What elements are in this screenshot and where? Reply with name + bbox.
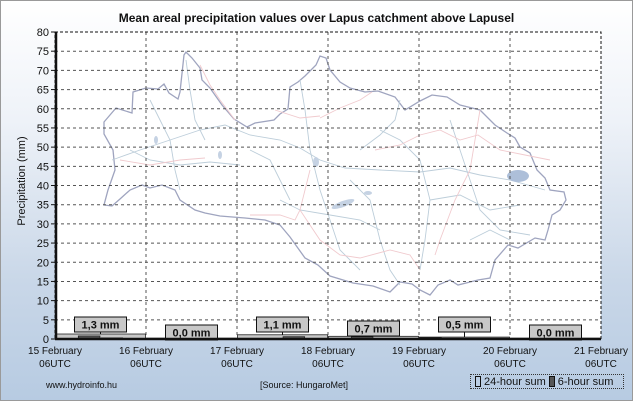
grid-lines [55, 32, 601, 339]
catchment-outline [103, 50, 567, 296]
x-axis: 15 February 06UTC 16 February 06UTC 17 Febru… [28, 346, 628, 370]
x-tick-label-time: 06UTC [494, 359, 526, 370]
map-lakes [154, 136, 529, 209]
y-tick-label: 35 [37, 200, 49, 212]
x-tick-label-time: 06UTC [39, 359, 71, 370]
x-tick-label-day: 16 February [119, 346, 173, 357]
chart-title: Mean areal precipitation values over Lap… [118, 11, 515, 25]
legend-label-24h: 24-hour sum [484, 375, 546, 388]
y-tick-label: 0 [43, 334, 49, 346]
y-tick-label: 20 [37, 257, 49, 269]
map-roads [119, 64, 551, 271]
y-tick-label: 55 [37, 123, 49, 135]
x-tick-label-time: 06UTC [585, 359, 617, 370]
data-label: 0,5 mm [446, 320, 484, 332]
legend: 24-hour sum 6-hour sum [470, 374, 624, 389]
data-label: 0,7 mm [355, 324, 393, 336]
legend-swatch-24h [475, 376, 481, 387]
x-tick-label-day: 20 February [483, 346, 537, 357]
data-label: 1,3 mm [82, 320, 120, 332]
data-label-box [74, 316, 127, 333]
data-labels: 1,3 mm 0,0 mm 1,1 mm 0,7 mm 0,5 mm 0,0 mm [74, 316, 582, 341]
data-label-box [438, 316, 491, 333]
x-tick-label-time: 06UTC [312, 359, 344, 370]
data-label-box [256, 316, 309, 333]
catchment-map [103, 50, 567, 296]
data-label: 0,0 mm [537, 328, 575, 340]
y-tick-label: 30 [37, 219, 49, 231]
x-tick-label-day: 18 February [301, 346, 355, 357]
y-tick-label: 40 [37, 181, 49, 193]
y-tick-label: 60 [37, 104, 49, 116]
x-tick-label-day: 15 February [28, 346, 82, 357]
map-rivers [111, 59, 546, 286]
y-tick-label: 80 [37, 27, 49, 39]
x-tick-label-day: 17 February [210, 346, 264, 357]
y-tick-label: 65 [37, 85, 49, 97]
legend-label-6h: 6-hour sum [557, 375, 614, 388]
y-tick-label: 50 [37, 142, 49, 154]
website-credit: www.hydroinfo.hu [46, 380, 118, 390]
y-tick-label: 25 [37, 238, 49, 250]
legend-swatch-6h [548, 376, 555, 387]
x-tick-label-time: 06UTC [403, 359, 435, 370]
y-tick-label: 75 [37, 46, 49, 58]
source-credit: [Source: HungaroMet] [260, 380, 349, 390]
y-tick-label: 15 [37, 276, 49, 288]
x-tick-label-time: 06UTC [221, 359, 253, 370]
y-tick-label: 10 [37, 296, 49, 308]
y-axis: 0 5 10 15 20 25 30 35 40 45 50 55 60 65 70 75 80 [37, 27, 55, 346]
data-label: 0,0 mm [173, 328, 211, 340]
data-label-box [347, 320, 400, 337]
x-tick-label-time: 06UTC [130, 359, 162, 370]
y-tick-label: 45 [37, 161, 49, 173]
data-label: 1,1 mm [264, 320, 302, 332]
x-tick-label-day: 19 February [392, 346, 446, 357]
y-tick-label: 5 [43, 315, 49, 327]
x-tick-label-day: 21 February [574, 346, 628, 357]
y-tick-label: 70 [37, 65, 49, 77]
